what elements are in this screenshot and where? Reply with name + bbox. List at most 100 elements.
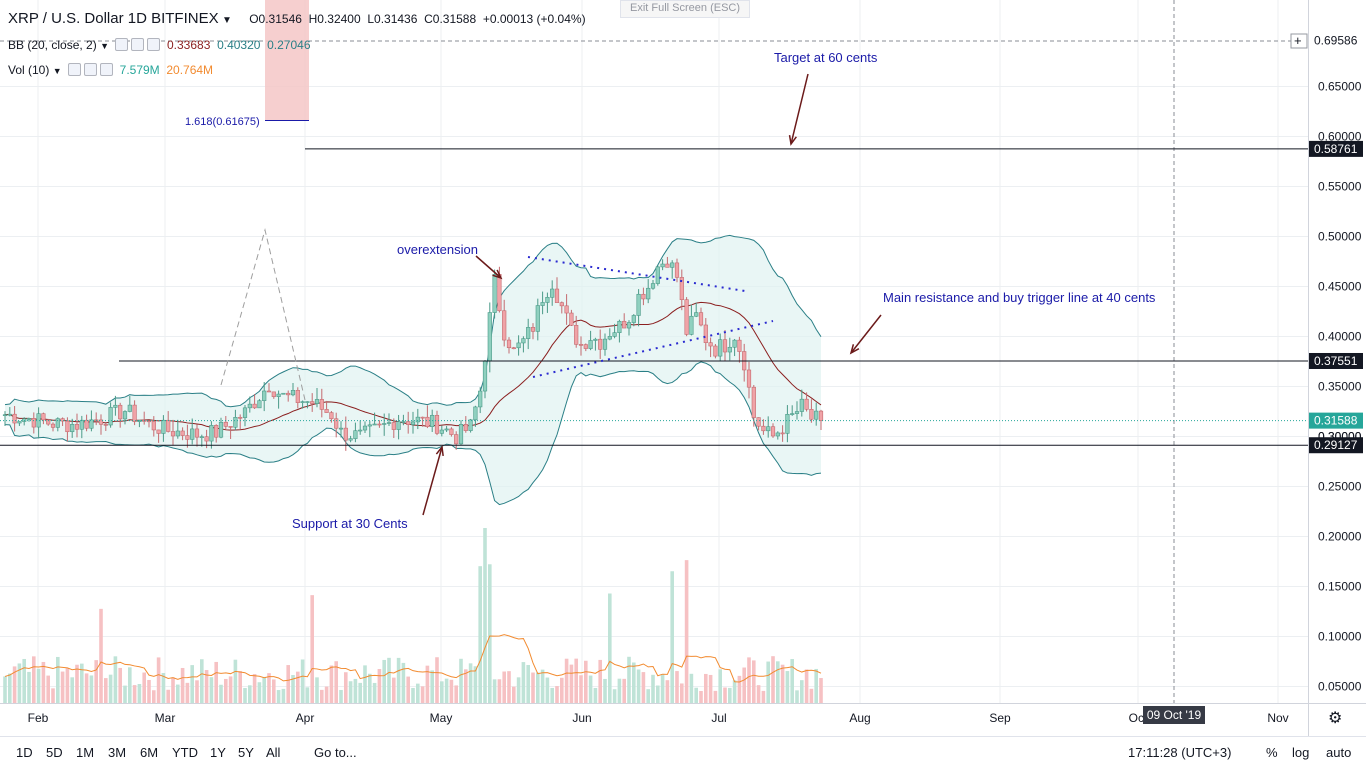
gear-icon[interactable] — [83, 63, 97, 76]
bb-upper-line — [4, 234, 822, 408]
volume-bar — [65, 668, 70, 703]
candle-body — [60, 418, 65, 422]
eye-icon[interactable] — [115, 38, 129, 51]
vol-value: 7.579M — [119, 63, 160, 77]
range-5y[interactable]: 5Y — [238, 745, 254, 760]
volume-bar — [363, 665, 367, 703]
candle-body — [665, 263, 670, 268]
close-icon[interactable] — [147, 38, 161, 51]
volume-bar — [344, 672, 348, 703]
range-6m[interactable]: 6M — [140, 745, 159, 760]
candle-body — [588, 340, 593, 349]
target-price-badge: 0.58761 — [1314, 142, 1358, 156]
candle-body — [502, 310, 507, 341]
candle-body — [74, 424, 80, 430]
candle-body — [458, 424, 464, 445]
candle-body — [511, 347, 516, 350]
volume-bar — [118, 667, 122, 703]
candle-body — [694, 312, 699, 317]
auto-toggle[interactable]: auto — [1326, 745, 1352, 760]
candle-body — [358, 429, 363, 432]
volume-bar — [243, 688, 247, 703]
candle-body — [410, 421, 416, 425]
bb-label[interactable]: BB (20, close, 2) — [8, 38, 97, 52]
volume-bar — [84, 673, 89, 703]
candle-body — [751, 386, 756, 418]
volume-bar — [790, 659, 794, 703]
candle-body — [209, 425, 214, 442]
chevron-down-icon[interactable]: ▼ — [100, 41, 109, 51]
volume-bar — [492, 679, 497, 703]
bb-upper-value: 0.40320 — [217, 38, 261, 52]
volume-bar — [12, 666, 17, 703]
volume-bar — [3, 676, 7, 703]
log-toggle[interactable]: log — [1292, 745, 1310, 760]
volume-bar — [478, 566, 482, 703]
gear-icon[interactable] — [131, 38, 145, 51]
volume-bar — [257, 682, 262, 703]
candle-body — [319, 399, 324, 410]
range-3m[interactable]: 3M — [108, 745, 127, 760]
candle-body — [574, 325, 579, 345]
high-label: H — [308, 12, 318, 26]
candle-body — [482, 360, 488, 392]
volume-bar — [291, 675, 295, 703]
range-5d[interactable]: 5D — [46, 745, 63, 760]
price-chart[interactable]: Target at 60 cents Main resistance and bu… — [0, 0, 1366, 736]
volume-bar — [425, 665, 430, 703]
candle-body — [218, 421, 224, 438]
chevron-down-icon[interactable]: ▼ — [221, 15, 232, 26]
volume-bar — [761, 690, 766, 703]
volume-bar — [608, 593, 612, 703]
goto-button[interactable]: Go to... — [314, 745, 357, 760]
volume-bar — [689, 673, 694, 703]
volume-bar — [488, 564, 492, 703]
volume-bar — [156, 657, 161, 703]
volume-bar — [574, 658, 578, 703]
volume-bar — [132, 685, 137, 703]
volume-bar — [185, 682, 190, 703]
volume-bar — [161, 672, 166, 703]
candle-body — [233, 417, 238, 428]
clock-timezone[interactable]: 17:11:28 (UTC+3) — [1128, 745, 1232, 760]
price-tick-label: 0.50000 — [1318, 230, 1362, 244]
volume-bar — [195, 680, 199, 703]
volume-bar — [272, 679, 276, 703]
exit-fullscreen-button[interactable]: Exit Full Screen (ESC) — [620, 0, 750, 18]
volume-bar — [526, 664, 530, 703]
volume-bar — [742, 667, 746, 703]
volume-bar — [209, 677, 214, 703]
close-icon[interactable] — [99, 63, 113, 76]
candle-body — [2, 414, 8, 416]
chevron-down-icon[interactable]: ▼ — [52, 66, 62, 76]
range-ytd[interactable]: YTD — [172, 745, 198, 760]
range-1d[interactable]: 1D — [16, 745, 33, 760]
volume-bar — [296, 671, 300, 703]
volume-bar — [699, 690, 703, 703]
gear-icon[interactable]: ⚙ — [1328, 710, 1343, 727]
fib-label: 1.618(0.61675) — [185, 116, 260, 128]
range-1m[interactable]: 1M — [76, 745, 95, 760]
vol-label[interactable]: Vol (10) — [8, 63, 50, 77]
candle-body — [382, 423, 387, 425]
candle-body — [396, 421, 401, 430]
candle-body — [257, 400, 262, 409]
candle-body — [559, 302, 564, 307]
range-all[interactable]: All — [266, 745, 281, 760]
candle-body — [151, 421, 156, 431]
range-1y[interactable]: 1Y — [210, 745, 226, 760]
volume-bar — [396, 657, 401, 703]
volume-bar — [358, 682, 362, 703]
candle-body — [406, 421, 411, 425]
volume-bar — [708, 674, 713, 703]
price-tick-label: 0.05000 — [1318, 680, 1362, 694]
candle-body — [89, 419, 94, 429]
candle-body — [65, 420, 70, 433]
support-price-badge: 0.29127 — [1314, 438, 1358, 452]
volume-bar — [180, 667, 185, 703]
symbol-title[interactable]: XRP / U.S. Dollar 1D BITFINEX — [8, 10, 219, 27]
percent-toggle[interactable]: % — [1266, 745, 1278, 760]
volume-bar — [430, 670, 434, 703]
eye-icon[interactable] — [67, 63, 81, 76]
candle-body — [799, 398, 804, 412]
